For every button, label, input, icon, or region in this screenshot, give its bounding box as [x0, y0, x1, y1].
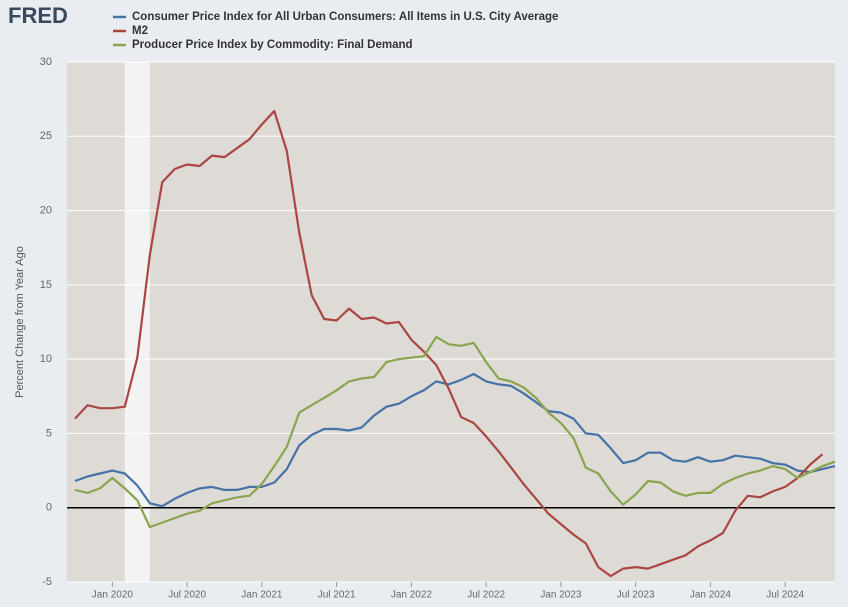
y-tick-label: 15 — [40, 279, 52, 291]
y-tick-label: 30 — [40, 56, 52, 68]
x-tick-label: Jan 2023 — [540, 590, 582, 601]
legend-label: Producer Price Index by Commodity: Final… — [132, 39, 413, 51]
x-tick-label: Jul 2024 — [766, 590, 804, 601]
x-tick-label: Jul 2020 — [168, 590, 206, 601]
series-line — [74, 109, 824, 578]
series-line — [74, 372, 836, 508]
legend-label: M2 — [132, 25, 148, 37]
series-line — [74, 335, 836, 529]
x-tick-label: Jul 2022 — [467, 590, 505, 601]
x-tick-label: Jul 2021 — [318, 590, 356, 601]
y-tick-label: 5 — [46, 427, 52, 439]
recession-shade — [124, 62, 150, 582]
x-tick-label: Jan 2024 — [690, 590, 732, 601]
y-axis-label: Percent Change from Year Ago — [14, 246, 26, 398]
x-tick-label: Jan 2020 — [92, 590, 134, 601]
y-tick-label: 20 — [40, 204, 52, 216]
x-tick-label: Jan 2021 — [241, 590, 283, 601]
y-tick-label: 10 — [40, 353, 52, 365]
plot-area — [67, 62, 835, 582]
y-tick-label: 25 — [40, 130, 52, 142]
x-tick-label: Jan 2022 — [391, 590, 433, 601]
y-tick-label: -5 — [42, 576, 52, 588]
y-tick-label: 0 — [46, 502, 52, 514]
logo: FRED — [8, 3, 68, 28]
x-tick-label: Jul 2023 — [617, 590, 655, 601]
legend-label: Consumer Price Index for All Urban Consu… — [132, 11, 558, 23]
